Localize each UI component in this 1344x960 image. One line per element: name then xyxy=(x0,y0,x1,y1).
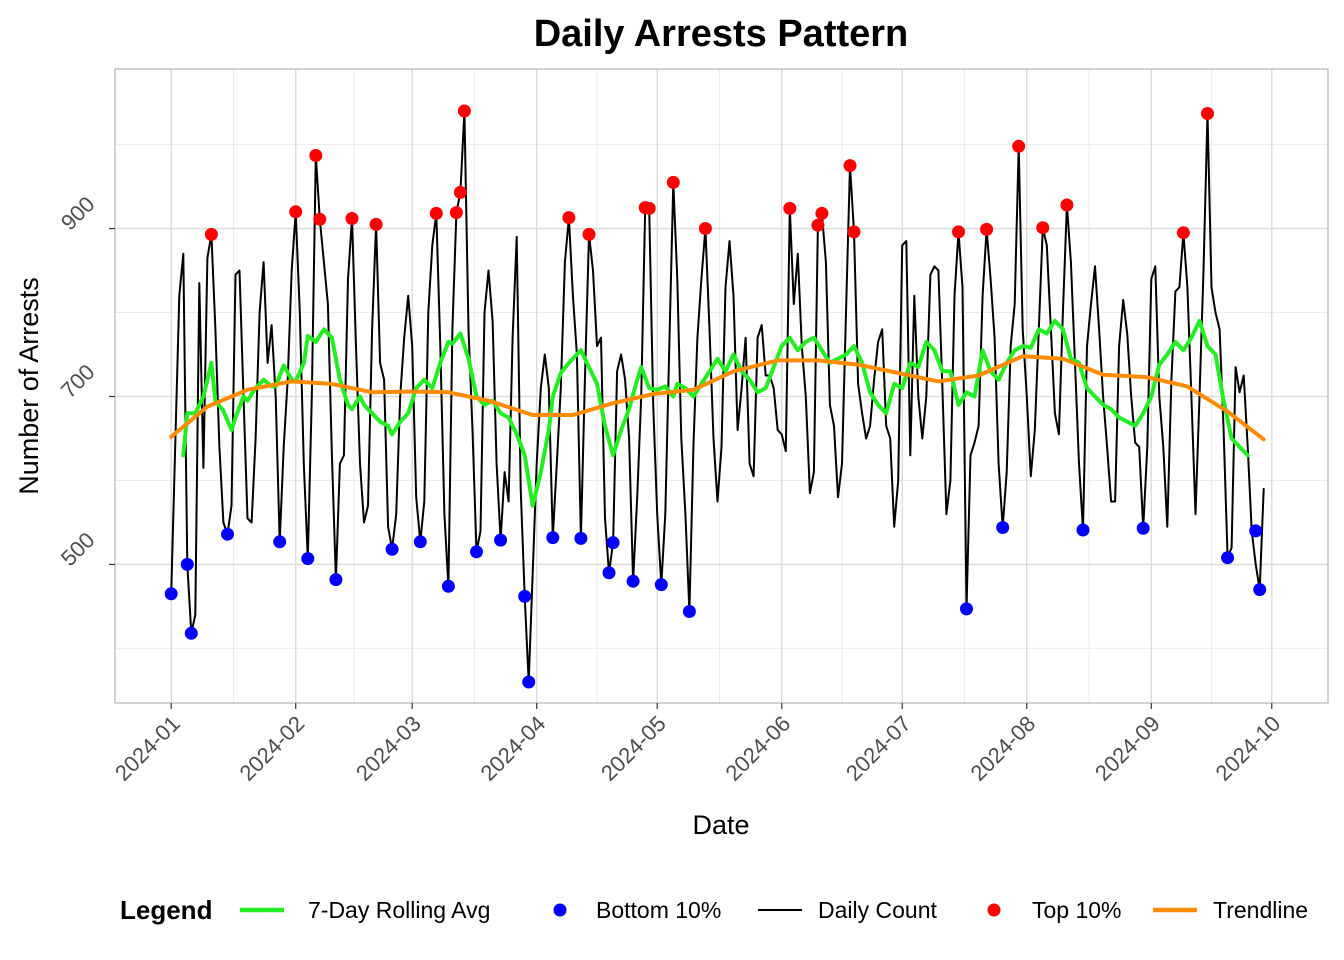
series-layer xyxy=(169,110,1266,683)
data-point-top-10 xyxy=(429,206,443,220)
x-tick-label: 2024-07 xyxy=(841,711,916,786)
legend-item-top-10: Top 10% xyxy=(987,897,1122,923)
data-point-bottom-10 xyxy=(441,579,455,593)
data-point-top-10 xyxy=(843,159,857,173)
points-layer xyxy=(164,104,1267,689)
data-point-top-10 xyxy=(952,225,965,239)
data-point-top-10 xyxy=(345,212,359,225)
data-point-bottom-10 xyxy=(301,552,315,566)
data-point-top-10 xyxy=(449,206,463,220)
x-tick-label: 2024-08 xyxy=(966,711,1041,786)
grid-major xyxy=(115,69,1328,703)
y-tick-label: 900 xyxy=(56,191,100,235)
x-tick-label: 2024-06 xyxy=(721,711,796,786)
legend: Legend 7-Day Rolling Avg Bottom 10% Daily … xyxy=(120,895,1308,925)
data-point-top-10 xyxy=(642,201,656,215)
data-point-bottom-10 xyxy=(522,675,536,689)
x-tick-label: 2024-02 xyxy=(235,711,310,786)
data-point-bottom-10 xyxy=(518,589,532,603)
data-point-bottom-10 xyxy=(164,587,178,601)
plot-border xyxy=(114,68,1329,704)
data-point-top-10 xyxy=(847,225,861,239)
data-point-bottom-10 xyxy=(470,545,483,559)
legend-item-7-day-rolling-avg: 7-Day Rolling Avg xyxy=(240,897,490,923)
data-point-top-10 xyxy=(369,217,383,231)
data-point-bottom-10 xyxy=(273,535,287,549)
legend-item-daily-count: Daily Count xyxy=(758,897,937,923)
data-point-bottom-10 xyxy=(1249,524,1263,538)
data-point-bottom-10 xyxy=(385,542,399,556)
data-point-top-10 xyxy=(1036,221,1050,235)
data-point-bottom-10 xyxy=(494,533,508,547)
legend-label: Trendline xyxy=(1213,897,1308,923)
data-point-bottom-10 xyxy=(606,536,620,550)
x-tick-label: 2024-05 xyxy=(596,711,671,786)
plot-panel xyxy=(115,69,1328,703)
y-axis-title: Number of Arrests xyxy=(14,277,44,495)
x-tick-label: 2024-09 xyxy=(1090,711,1165,786)
legend-label: Top 10% xyxy=(1032,897,1122,923)
data-point-bottom-10 xyxy=(546,531,560,545)
data-point-bottom-10 xyxy=(221,527,234,541)
data-point-top-10 xyxy=(698,222,712,235)
y-tick-label: 500 xyxy=(56,527,100,571)
data-point-top-10 xyxy=(980,222,994,236)
data-point-top-10 xyxy=(1176,226,1190,240)
x-tick-label: 2024-10 xyxy=(1211,711,1286,786)
data-point-top-10 xyxy=(811,218,825,232)
series-line-trendline xyxy=(169,354,1266,442)
data-point-top-10 xyxy=(309,149,323,162)
data-point-bottom-10 xyxy=(682,605,696,618)
data-point-bottom-10 xyxy=(1253,583,1267,597)
data-point-top-10 xyxy=(1012,139,1026,153)
legend-key-point xyxy=(987,903,1001,917)
plot-area xyxy=(114,68,1329,704)
legend-item-trendline: Trendline xyxy=(1153,897,1308,923)
legend-label: Bottom 10% xyxy=(596,897,721,923)
legend-entries: 7-Day Rolling Avg Bottom 10% Daily Count To… xyxy=(240,897,1308,923)
data-point-bottom-10 xyxy=(413,535,427,549)
chart-title: Daily Arrests Pattern xyxy=(534,13,909,55)
data-point-bottom-10 xyxy=(574,531,588,545)
legend-key-point xyxy=(553,903,567,917)
data-point-bottom-10 xyxy=(996,521,1010,534)
data-point-bottom-10 xyxy=(1221,551,1235,565)
data-point-top-10 xyxy=(582,227,596,241)
data-point-bottom-10 xyxy=(180,557,194,571)
data-point-top-10 xyxy=(453,185,467,199)
data-point-bottom-10 xyxy=(1136,521,1150,535)
data-point-bottom-10 xyxy=(329,573,343,587)
legend-title: Legend xyxy=(120,895,212,925)
x-axis-title: Date xyxy=(692,810,749,840)
data-point-bottom-10 xyxy=(960,602,973,616)
x-tick-label: 2024-01 xyxy=(110,711,185,786)
data-point-top-10 xyxy=(1201,107,1214,120)
x-tick-label: 2024-03 xyxy=(351,711,426,786)
x-axis: 2024-01 2024-02 2024-03 2024-04 2024-05 2024-… xyxy=(110,703,1285,786)
data-point-top-10 xyxy=(666,175,680,189)
data-point-top-10 xyxy=(457,104,471,118)
data-point-top-10 xyxy=(815,206,829,220)
data-point-top-10 xyxy=(313,212,327,226)
y-axis: 500 700 900 xyxy=(56,191,115,571)
data-point-bottom-10 xyxy=(1076,523,1090,537)
data-point-bottom-10 xyxy=(626,574,640,588)
data-point-top-10 xyxy=(204,227,218,241)
data-point-bottom-10 xyxy=(184,626,198,640)
x-tick-label: 2024-04 xyxy=(475,711,550,786)
data-point-top-10 xyxy=(1060,198,1074,212)
y-tick-label: 700 xyxy=(56,359,100,403)
data-point-top-10 xyxy=(289,205,303,219)
data-point-top-10 xyxy=(783,201,797,215)
legend-item-bottom-10: Bottom 10% xyxy=(553,897,721,923)
series-line-daily-count xyxy=(170,110,1265,683)
legend-label: Daily Count xyxy=(818,897,937,923)
data-point-bottom-10 xyxy=(602,566,616,580)
data-point-bottom-10 xyxy=(654,578,668,592)
data-point-top-10 xyxy=(562,211,576,225)
legend-label: 7-Day Rolling Avg xyxy=(308,897,490,923)
